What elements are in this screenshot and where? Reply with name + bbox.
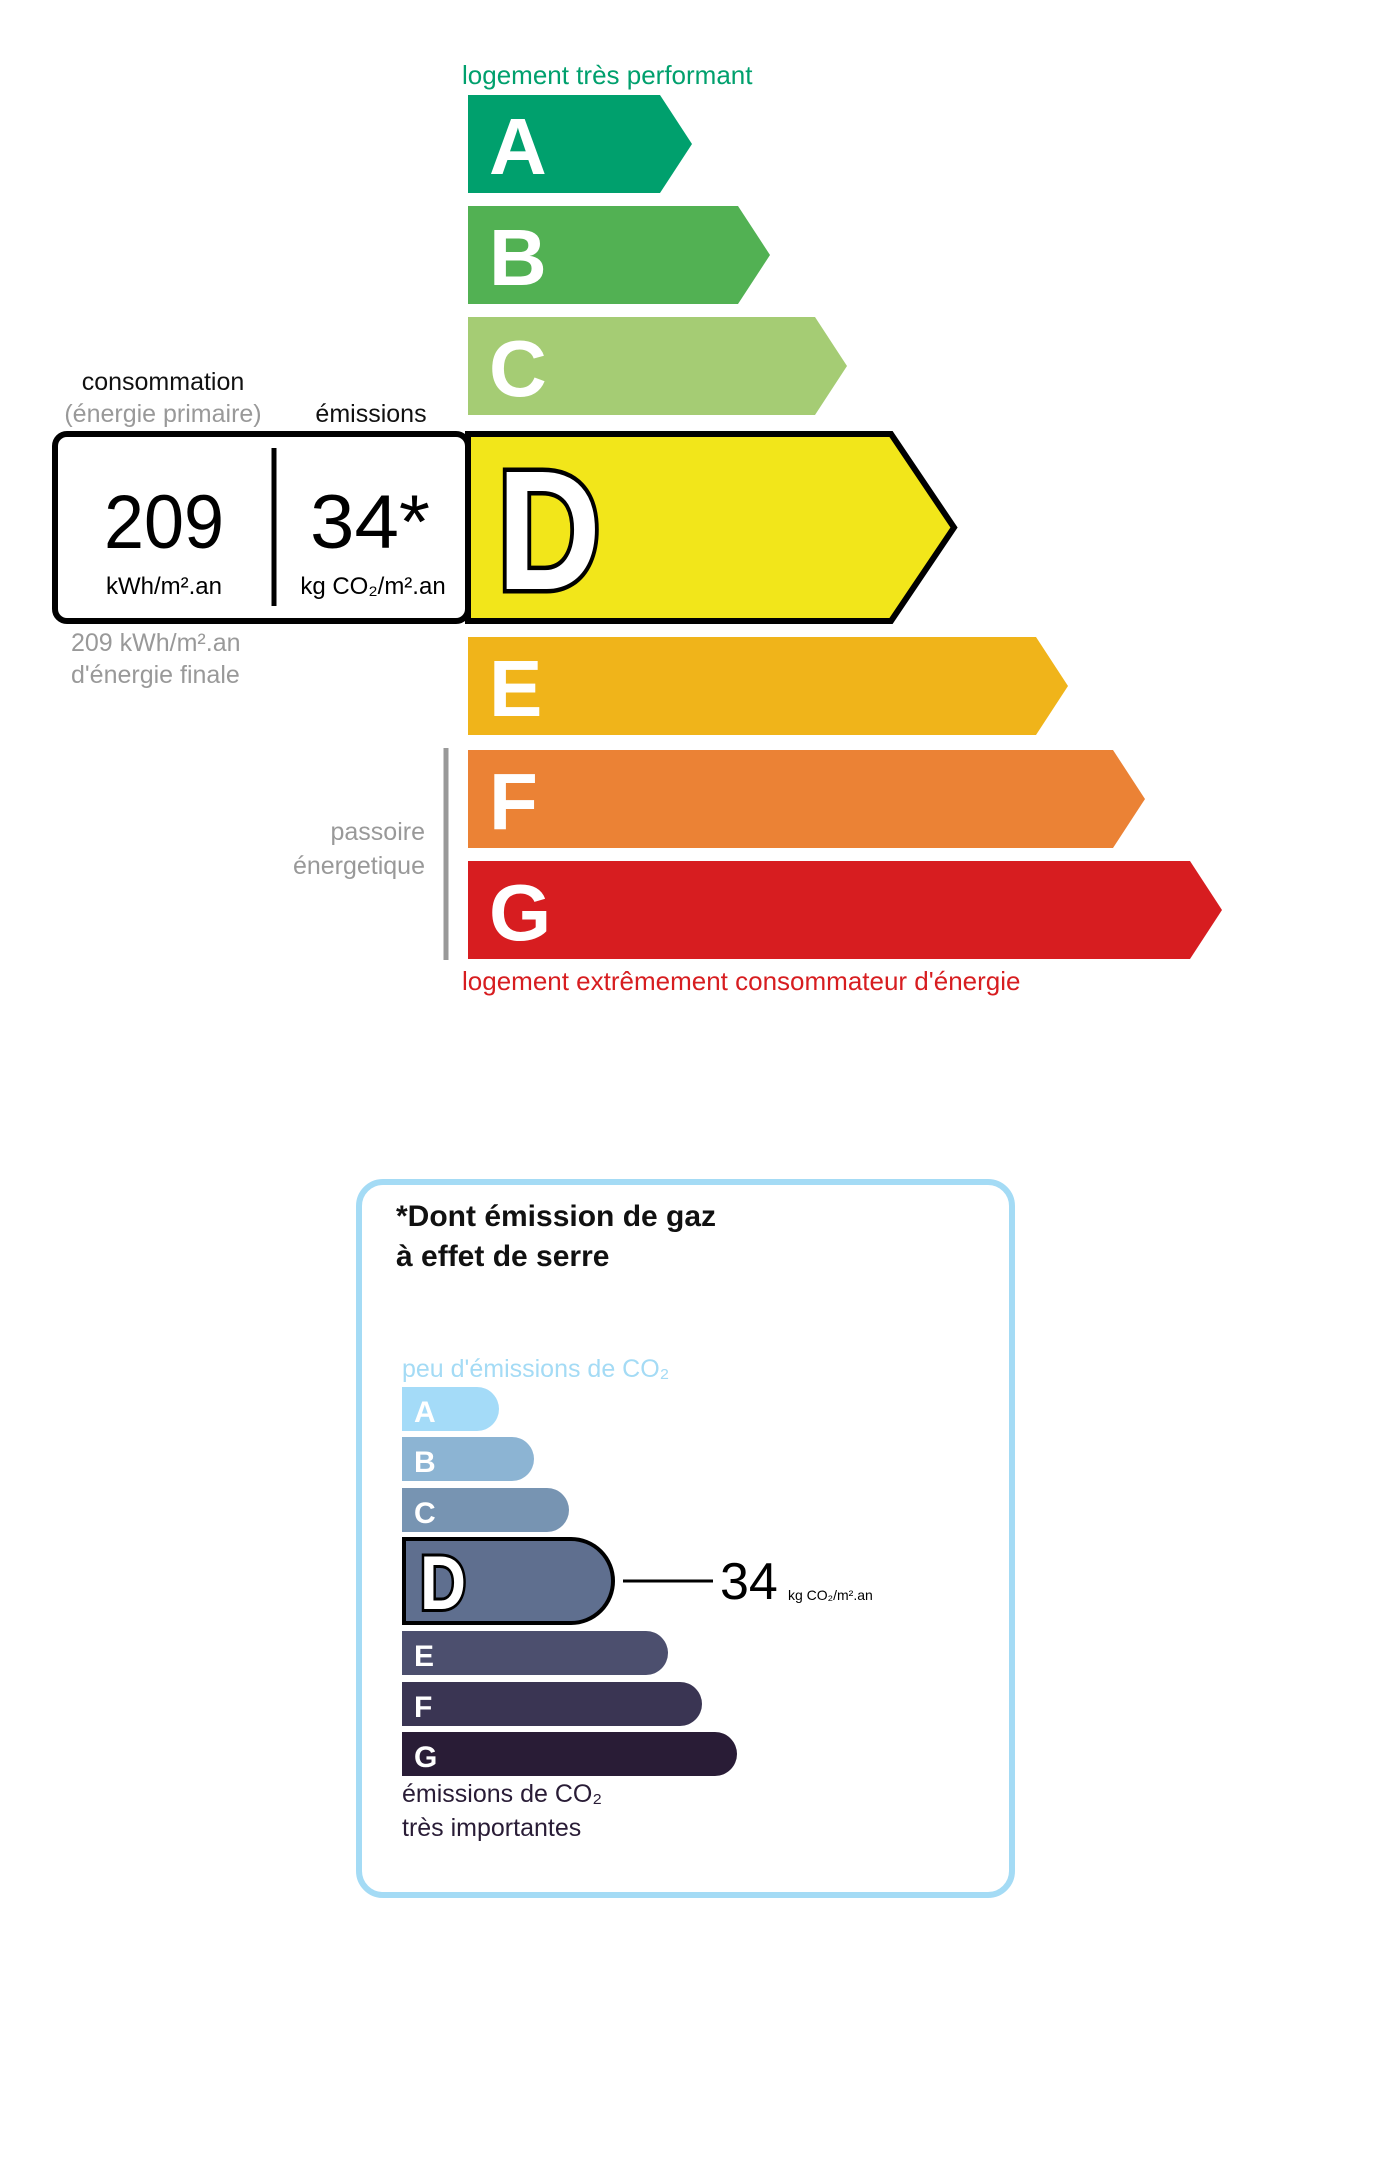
ges-title-line2: à effet de serre (396, 1240, 609, 1273)
passoire-line1: passoire (331, 818, 426, 846)
ges-class-b: B (402, 1437, 534, 1481)
final-energy-line1: 209 kWh/m².an (71, 629, 241, 657)
ges-bar (402, 1682, 702, 1726)
ges-class-e: E (402, 1631, 668, 1675)
ges-class-letter: D (420, 1541, 466, 1626)
ges-bar (402, 1437, 534, 1481)
consumption-value: 209 (104, 480, 224, 565)
ges-class-letter: A (414, 1396, 436, 1429)
ges-class-d: D (402, 1537, 615, 1629)
ges-class-letter: B (414, 1446, 436, 1479)
energy-class-b: B (468, 206, 770, 304)
energy-arrow (468, 206, 770, 304)
energy-class-letter: E (489, 644, 542, 733)
ges-class-letter: E (414, 1640, 434, 1673)
emissions-value: 34* (310, 480, 430, 565)
energy-class-letter: F (489, 757, 538, 846)
energy-class-f: F (468, 750, 1145, 848)
ges-top-label: peu d'émissions de CO₂ (402, 1355, 669, 1383)
consumption-header: consommation (82, 368, 245, 396)
ges-bar (402, 1488, 569, 1532)
energy-class-e: E (468, 637, 1068, 735)
energy-arrow (468, 637, 1068, 735)
energy-arrow (468, 750, 1145, 848)
ges-bar (402, 1732, 737, 1776)
ges-bottom-line1: émissions de CO₂ (402, 1780, 602, 1808)
energy-top-label: logement très performant (462, 60, 753, 90)
final-energy-line2: d'énergie finale (71, 661, 240, 689)
ges-class-g: G (402, 1732, 737, 1776)
ges-class-c: C (402, 1488, 569, 1532)
energy-bottom-label: logement extrêmement consommateur d'éner… (462, 966, 1020, 996)
ges-bottom-line2: très importantes (402, 1814, 581, 1842)
passoire-line2: énergetique (293, 852, 425, 880)
energy-arrow (468, 861, 1222, 959)
energy-class-d: D (465, 431, 958, 631)
ges-title-line1: *Dont émission de gaz (396, 1200, 716, 1233)
ges-class-letter: G (414, 1741, 437, 1774)
ges-class-f: F (402, 1682, 702, 1726)
emissions-header: émissions (315, 400, 426, 428)
energy-class-c: C (468, 317, 847, 415)
ges-unit: kg CO₂/m².an (788, 1587, 873, 1603)
ges-bar (402, 1631, 668, 1675)
ges-class-a: A (402, 1387, 499, 1431)
consumption-unit: kWh/m².an (106, 573, 222, 600)
energy-class-letter: B (489, 213, 547, 302)
energy-class-letter: D (497, 436, 601, 626)
energy-class-letter: C (489, 324, 547, 413)
energy-class-letter: G (489, 868, 551, 957)
energy-class-g: G (468, 861, 1222, 959)
ges-bar (402, 1387, 499, 1431)
ges-bar (402, 1537, 615, 1625)
emissions-unit: kg CO₂/m².an (300, 573, 445, 600)
energy-arrow (468, 95, 692, 193)
ges-value: 34 (720, 1553, 778, 1611)
energy-arrow (468, 317, 847, 415)
energy-class-a: A (468, 95, 692, 193)
energy-class-letter: A (489, 102, 547, 191)
ges-class-letter: F (414, 1691, 432, 1724)
consumption-subheader: (énergie primaire) (64, 400, 261, 428)
ges-class-letter: C (414, 1497, 436, 1530)
values-box (52, 431, 471, 624)
